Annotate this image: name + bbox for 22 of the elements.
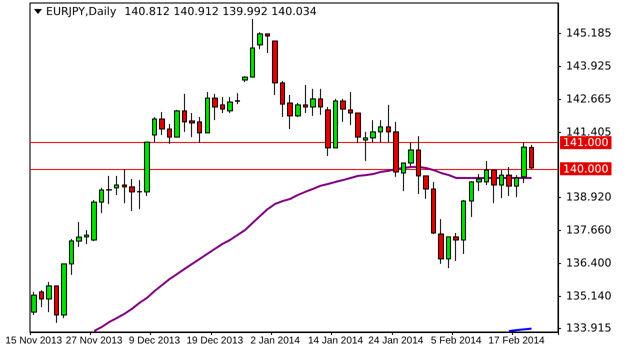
x-tick-label: 2 Jan 2014	[250, 336, 300, 346]
y-tick-label: 142.665	[566, 92, 612, 106]
x-tick-label: 17 Feb 2014	[488, 336, 546, 346]
y-tick-label: 138.920	[566, 190, 612, 204]
x-tick-label: 24 Jan 2014	[368, 336, 424, 346]
y-tick-label: 145.185	[566, 26, 612, 40]
x-tick-label: 19 Dec 2013	[186, 336, 244, 346]
x-tick-label: 15 Nov 2013	[5, 336, 63, 346]
y-tick-label: 136.400	[566, 256, 612, 270]
chart-subtitle: 140.812 140.912 139.992 140.034	[124, 5, 317, 18]
y-tick-label: 133.915	[566, 322, 612, 335]
y-tick-label: 143.925	[566, 59, 612, 72]
x-tick-label: 5 Feb 2014	[430, 336, 482, 346]
chart-title: EURJPY,Daily	[46, 5, 116, 18]
x-tick-label: 9 Dec 2013	[128, 336, 180, 346]
ref-line-label: 141.000	[563, 136, 608, 150]
ref-line-label: 140.000	[563, 162, 608, 176]
y-tick-label: 141.405	[566, 126, 612, 139]
y-tick-label: 137.660	[566, 224, 612, 237]
x-tick-label: 27 Nov 2013	[66, 336, 123, 346]
y-tick-label: 135.140	[566, 290, 612, 303]
x-tick-label: 14 Jan 2014	[308, 336, 364, 346]
